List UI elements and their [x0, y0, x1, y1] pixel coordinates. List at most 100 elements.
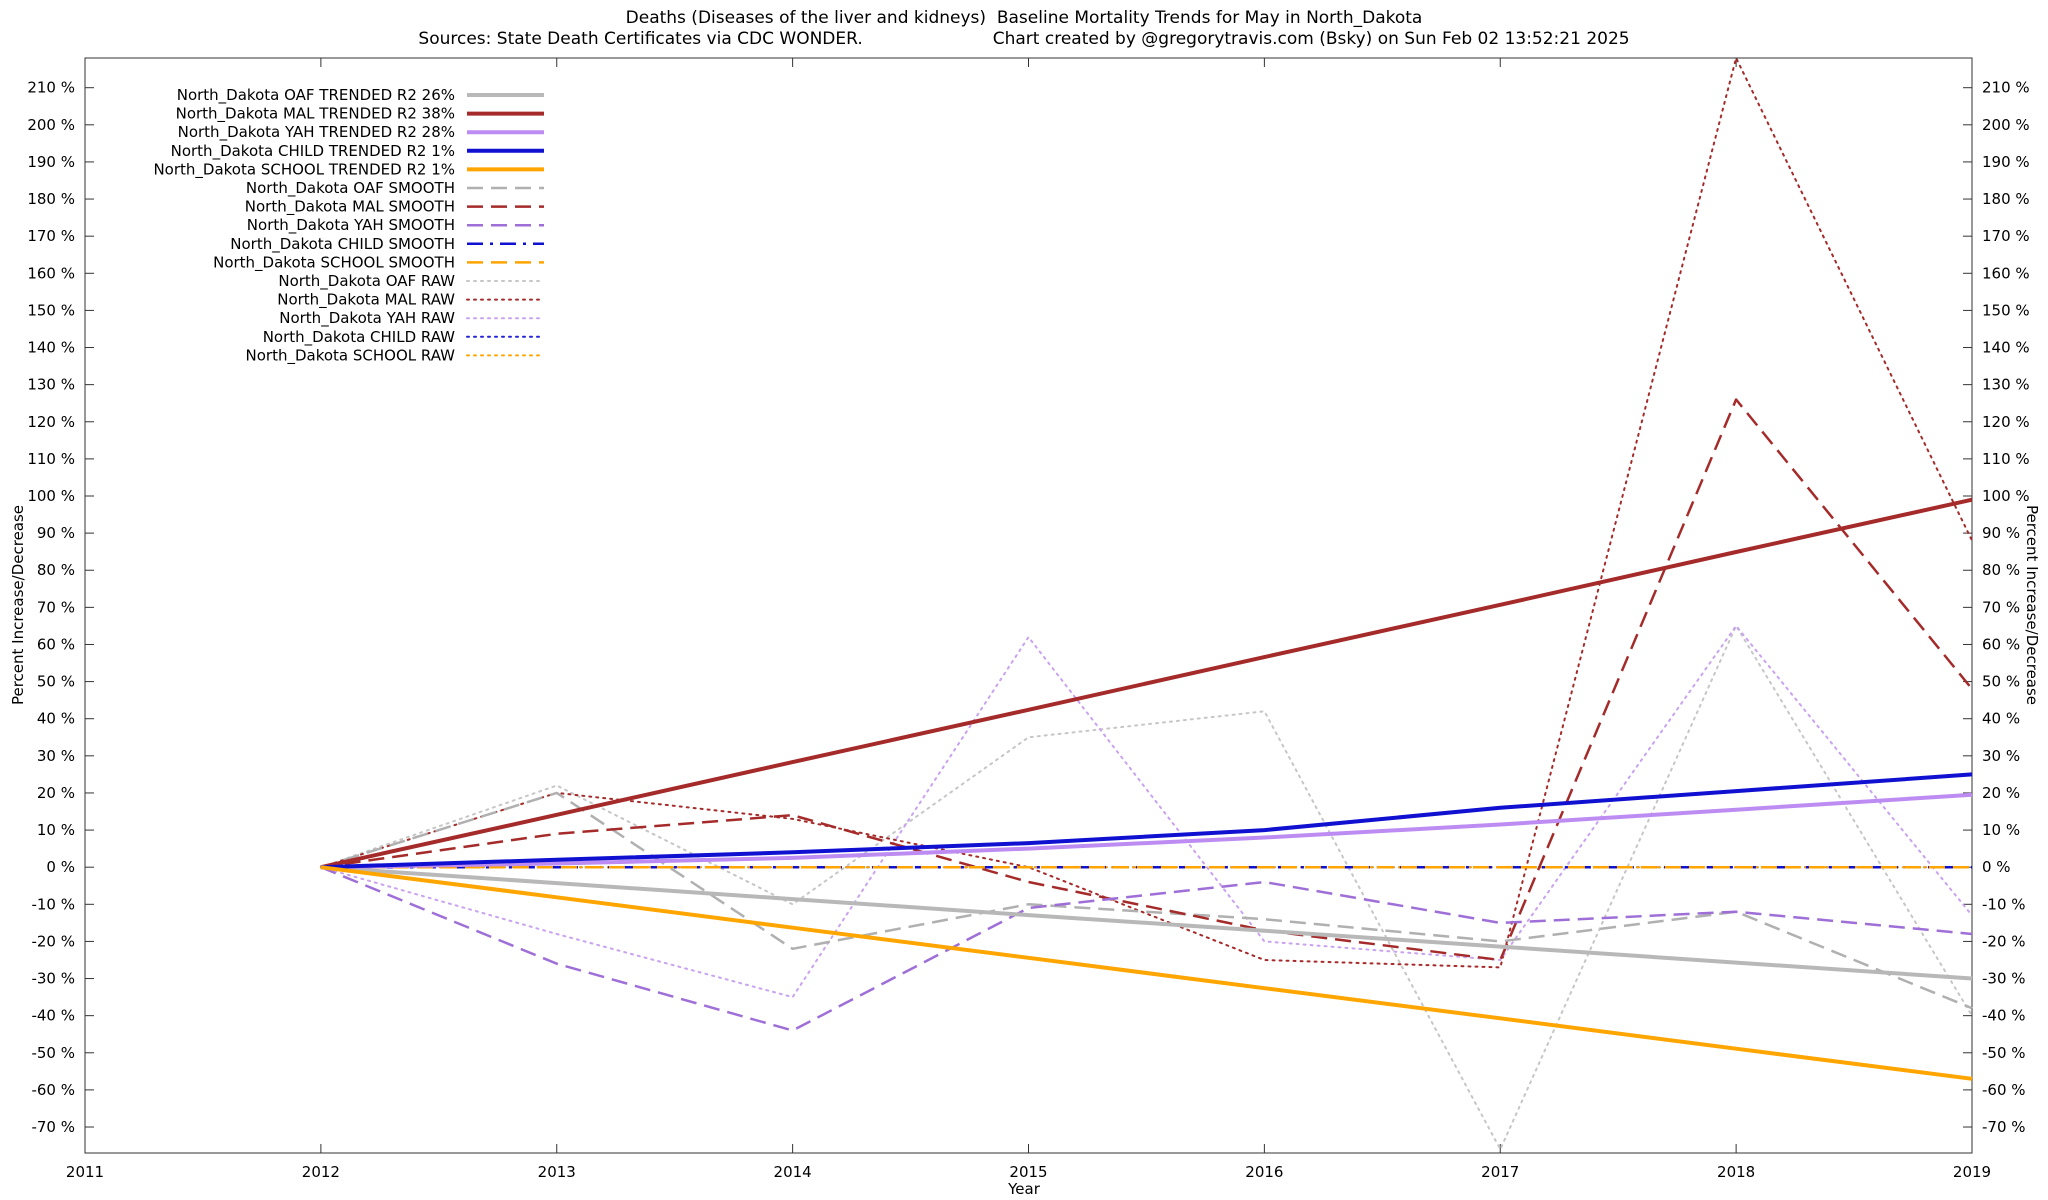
legend-label-school-trended: North_Dakota SCHOOL TRENDED R2 1%	[153, 160, 455, 179]
x-tick-label: 2016	[1245, 1163, 1283, 1181]
y-tick-label-right: 70 %	[1982, 598, 2020, 616]
y-tick-label-left: 0 %	[46, 858, 75, 876]
y-tick-label-left: -70 %	[31, 1118, 75, 1136]
legend-label-school-raw: North_Dakota SCHOOL RAW	[246, 346, 456, 365]
y-axis-label-left: Percent Increase/Decrease	[9, 504, 27, 706]
y-tick-label-right: -70 %	[1982, 1118, 2026, 1136]
legend-label-school-smooth: North_Dakota SCHOOL SMOOTH	[213, 253, 455, 272]
chart-credit: Chart created by @gregorytravis.com (Bsk…	[992, 29, 1630, 49]
y-tick-label-left: 20 %	[37, 784, 75, 802]
series-mal-trended	[320, 497, 1973, 870]
y-tick-label-left: -30 %	[31, 970, 75, 988]
y-tick-label-right: 110 %	[1982, 450, 2030, 468]
y-tick-label-left: 40 %	[37, 710, 75, 728]
y-tick-label-left: 120 %	[27, 413, 75, 431]
series-mal-smooth	[320, 398, 1973, 962]
x-tick-label: 2012	[302, 1163, 340, 1181]
y-tick-label-right: 50 %	[1982, 673, 2020, 691]
y-tick-label-left: 140 %	[27, 339, 75, 357]
y-tick-label-right: 90 %	[1982, 524, 2020, 542]
y-tick-label-left: 180 %	[27, 190, 75, 208]
series-oaf-smooth	[320, 791, 1973, 1010]
series-school-trended	[320, 865, 1973, 1081]
y-tick-label-left: 200 %	[27, 116, 75, 134]
x-tick-label: 2011	[66, 1163, 104, 1181]
series-oaf-trended	[320, 865, 1973, 981]
y-tick-label-left: 150 %	[27, 301, 75, 319]
y-tick-label-left: 30 %	[37, 747, 75, 765]
x-tick-label: 2013	[538, 1163, 576, 1181]
y-tick-label-left: -40 %	[31, 1007, 75, 1025]
y-tick-label-right: 200 %	[1982, 116, 2030, 134]
y-tick-label-left: 170 %	[27, 227, 75, 245]
y-tick-label-right: 160 %	[1982, 264, 2030, 282]
y-tick-label-left: 160 %	[27, 264, 75, 282]
legend-label-oaf-raw: North_Dakota OAF RAW	[278, 272, 455, 291]
y-tick-label-right: 150 %	[1982, 301, 2030, 319]
series-oaf-raw	[319, 624, 1973, 1151]
y-tick-label-right: 170 %	[1982, 227, 2030, 245]
chart-title: Deaths (Diseases of the liver and kidney…	[625, 8, 1423, 28]
legend-label-yah-trended: North_Dakota YAH TRENDED R2 28%	[178, 123, 455, 142]
legend-label-oaf-trended: North_Dakota OAF TRENDED R2 26%	[177, 86, 455, 105]
y-tick-label-left: 10 %	[37, 821, 75, 839]
legend-label-mal-trended: North_Dakota MAL TRENDED R2 38%	[176, 105, 455, 124]
x-tick-label: 2017	[1481, 1163, 1519, 1181]
y-tick-label-right: -10 %	[1982, 895, 2026, 913]
legend-label-mal-smooth: North_Dakota MAL SMOOTH	[245, 198, 455, 217]
y-tick-label-right: 210 %	[1982, 79, 2030, 97]
y-tick-label-right: 100 %	[1982, 487, 2030, 505]
y-tick-label-right: -50 %	[1982, 1044, 2026, 1062]
y-tick-label-right: -30 %	[1982, 970, 2026, 988]
series-yah-trended	[320, 792, 1973, 870]
y-tick-label-right: 20 %	[1982, 784, 2020, 802]
y-tick-label-right: 10 %	[1982, 821, 2020, 839]
series-yah-smooth	[320, 866, 1973, 1032]
legend-label-yah-raw: North_Dakota YAH RAW	[279, 309, 455, 328]
x-axis-label: Year	[1008, 1180, 1040, 1198]
series-mal-raw	[319, 57, 1973, 969]
x-tick-label: 2014	[774, 1163, 812, 1181]
y-tick-label-right: 180 %	[1982, 190, 2030, 208]
x-tick-label: 2018	[1717, 1163, 1755, 1181]
y-tick-label-right: 60 %	[1982, 635, 2020, 653]
y-tick-label-left: -50 %	[31, 1044, 75, 1062]
legend-label-child-smooth: North_Dakota CHILD SMOOTH	[230, 235, 455, 254]
y-tick-label-right: -60 %	[1982, 1081, 2026, 1099]
y-tick-label-right: 140 %	[1982, 339, 2030, 357]
legend-label-child-trended: North_Dakota CHILD TRENDED R2 1%	[171, 142, 455, 161]
y-tick-label-left: 100 %	[27, 487, 75, 505]
y-tick-label-right: -40 %	[1982, 1007, 2026, 1025]
legend-label-mal-raw: North_Dakota MAL RAW	[277, 291, 455, 310]
y-tick-label-left: 190 %	[27, 153, 75, 171]
series-yah-raw	[319, 624, 1973, 999]
series-child-trended	[320, 772, 1973, 870]
chart-header: Deaths (Diseases of the liver and kidney…	[0, 8, 2048, 50]
x-tick-label: 2019	[1953, 1163, 1991, 1181]
y-tick-label-left: 130 %	[27, 376, 75, 394]
y-tick-label-right: 80 %	[1982, 561, 2020, 579]
legend-label-yah-smooth: North_Dakota YAH SMOOTH	[247, 216, 455, 235]
y-tick-label-left: -20 %	[31, 932, 75, 950]
y-tick-label-right: 190 %	[1982, 153, 2030, 171]
x-tick-label: 2015	[1009, 1163, 1047, 1181]
y-tick-label-left: 70 %	[37, 598, 75, 616]
y-tick-label-left: -10 %	[31, 895, 75, 913]
y-tick-label-right: 30 %	[1982, 747, 2020, 765]
y-tick-label-left: -60 %	[31, 1081, 75, 1099]
y-tick-label-left: 90 %	[37, 524, 75, 542]
y-tick-label-right: 120 %	[1982, 413, 2030, 431]
y-tick-label-left: 210 %	[27, 79, 75, 97]
chart-sources: Sources: State Death Certificates via CD…	[418, 29, 863, 49]
legend-label-child-raw: North_Dakota CHILD RAW	[263, 328, 455, 347]
y-tick-label-right: -20 %	[1982, 932, 2026, 950]
chart-subtitle: Sources: State Death Certificates via CD…	[0, 29, 2048, 50]
y-tick-label-left: 50 %	[37, 673, 75, 691]
y-tick-label-right: 0 %	[1982, 858, 2011, 876]
y-tick-label-right: 40 %	[1982, 710, 2020, 728]
y-tick-label-left: 80 %	[37, 561, 75, 579]
y-tick-label-left: 110 %	[27, 450, 75, 468]
y-tick-label-left: 60 %	[37, 635, 75, 653]
